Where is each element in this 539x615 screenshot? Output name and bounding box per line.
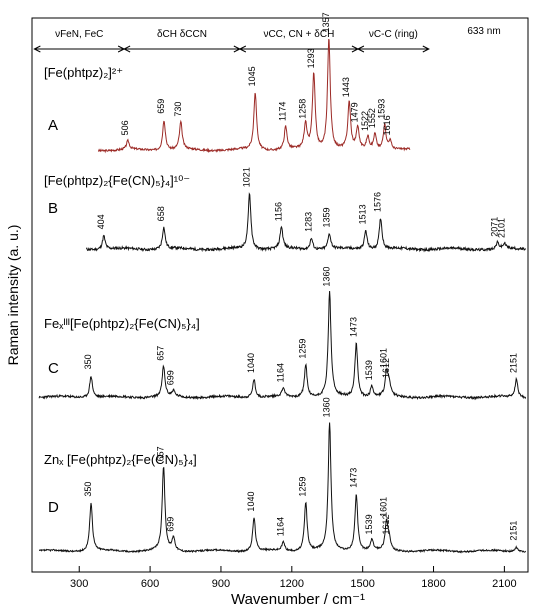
peak-label: 699 <box>165 517 175 532</box>
series-letter: D <box>48 499 59 516</box>
x-tick-label: 600 <box>141 578 159 590</box>
x-tick-label: 900 <box>212 578 230 590</box>
laser-wavelength-label: 633 nm <box>467 26 500 37</box>
region-arrowhead <box>33 45 41 53</box>
peak-label: 1359 <box>321 207 331 227</box>
peak-label: 1259 <box>298 477 308 497</box>
peak-label: 1473 <box>348 468 358 488</box>
peak-label: 506 <box>120 120 130 135</box>
peak-label: 1612 <box>381 514 391 534</box>
peak-label: 1473 <box>348 317 358 337</box>
peak-label: 1539 <box>364 514 374 534</box>
peak-label: 1360 <box>322 397 332 417</box>
peak-label: 1360 <box>322 267 332 287</box>
region-arrowhead <box>122 45 131 53</box>
peak-label: 1576 <box>373 192 383 212</box>
series-name: Znₓ [Fe(phtpz)₂{Fe(CN)₅}₄] <box>44 452 197 467</box>
peak-label: 1259 <box>298 339 308 359</box>
spectrum-line <box>97 38 411 154</box>
peak-label: 1293 <box>306 48 316 68</box>
region-arrowhead <box>422 45 430 53</box>
peak-label: 1174 <box>278 102 288 121</box>
x-tick-label: 1800 <box>421 578 445 590</box>
peak-label: 1040 <box>246 353 256 373</box>
peak-label: 1156 <box>273 202 283 221</box>
peak-label: 1258 <box>298 99 308 119</box>
peak-label: 1164 <box>275 363 285 382</box>
peak-label: 1539 <box>364 360 374 380</box>
peak-label: 1479 <box>350 102 360 122</box>
series-letter: A <box>48 117 58 134</box>
spectrum-B: [Fe(phtpz)₂{Fe(CN)₅}₄]¹⁰⁻ B 404 658 1021 1156… <box>44 167 527 253</box>
peak-label: 1021 <box>242 167 252 187</box>
spectra-series: [Fe(phtpz)₂]²⁺ A 506 659 730 1045 1174 1258 1293… <box>38 12 527 554</box>
peak-label: 1045 <box>247 66 257 86</box>
y-axis-label: Raman intensity (a. u.) <box>5 225 21 366</box>
x-tick-label: 1500 <box>350 578 374 590</box>
spectrum-A: [Fe(phtpz)₂]²⁺ A 506 659 730 1045 1174 1258 1293… <box>44 12 411 154</box>
peak-label: 730 <box>173 102 183 117</box>
peak-label: 657 <box>156 446 166 461</box>
peak-label: 1283 <box>303 212 313 232</box>
peak-label: 1616 <box>382 115 392 135</box>
spectrum-line <box>39 422 527 554</box>
x-axis-label: Wavenumber / cm⁻¹ <box>231 591 365 608</box>
series-letter: B <box>48 200 58 217</box>
peak-label: 1513 <box>358 204 368 224</box>
peak-label: 1357 <box>321 12 331 32</box>
x-tick-label: 1200 <box>280 578 304 590</box>
spectrum-D: Znₓ [Fe(phtpz)₂{Fe(CN)₅}₄] D 350 657 699 1040… <box>39 397 527 554</box>
region-label: νC-C (ring) <box>369 29 418 40</box>
series-name: Feₓᴵᴵᴵ[Fe(phtpz)₂{Fe(CN)₅}₄] <box>44 316 200 331</box>
peak-label: 1164 <box>275 517 285 536</box>
region-arrowhead <box>238 45 247 53</box>
spectrum-line <box>85 192 527 253</box>
region-label: νCC, CN + δCH <box>263 29 334 40</box>
plot-frame <box>31 17 529 573</box>
peak-label: 1593 <box>377 99 387 119</box>
peak-label: 1601 <box>379 497 389 517</box>
x-tick-label: 300 <box>70 578 88 590</box>
peak-label: 1522 <box>360 111 370 131</box>
region-label: δCH δCCN <box>157 29 207 40</box>
peak-label: 404 <box>96 214 106 229</box>
peak-label: 1443 <box>341 77 351 97</box>
peak-label: 1040 <box>246 492 256 512</box>
region-arrowhead <box>356 45 365 53</box>
spectrum-line <box>38 290 527 401</box>
x-axis-ticks: 300 600 900 1200 1500 1800 2100 <box>70 566 517 590</box>
peak-label: 659 <box>156 99 166 114</box>
assignment-regions: νFeN, FeC δCH δCCN νCC, CN + δCH νC-C (ring… <box>33 29 430 53</box>
series-letter: C <box>48 360 59 377</box>
peak-label: 657 <box>156 346 166 361</box>
peak-label: 350 <box>83 354 93 369</box>
peak-label: 350 <box>83 482 93 497</box>
peak-label: 658 <box>156 206 166 221</box>
peak-label: 2151 <box>508 521 518 541</box>
spectrum-C: Feₓᴵᴵᴵ[Fe(phtpz)₂{Fe(CN)₅}₄] C 350 657 699 10… <box>38 267 527 401</box>
peak-label: 2071 <box>490 217 500 237</box>
peak-label: 2101 <box>497 218 507 238</box>
x-tick-label: 2100 <box>492 578 516 590</box>
peak-label: 699 <box>165 370 175 385</box>
series-name: [Fe(phtpz)₂{Fe(CN)₅}₄]¹⁰⁻ <box>44 173 190 188</box>
peak-label: 1552 <box>367 108 377 128</box>
peak-label: 1612 <box>381 358 391 378</box>
region-label: νFeN, FeC <box>55 29 103 40</box>
peak-label: 2151 <box>508 353 518 373</box>
peak-label: 1601 <box>379 348 389 368</box>
series-name: [Fe(phtpz)₂]²⁺ <box>44 65 123 80</box>
